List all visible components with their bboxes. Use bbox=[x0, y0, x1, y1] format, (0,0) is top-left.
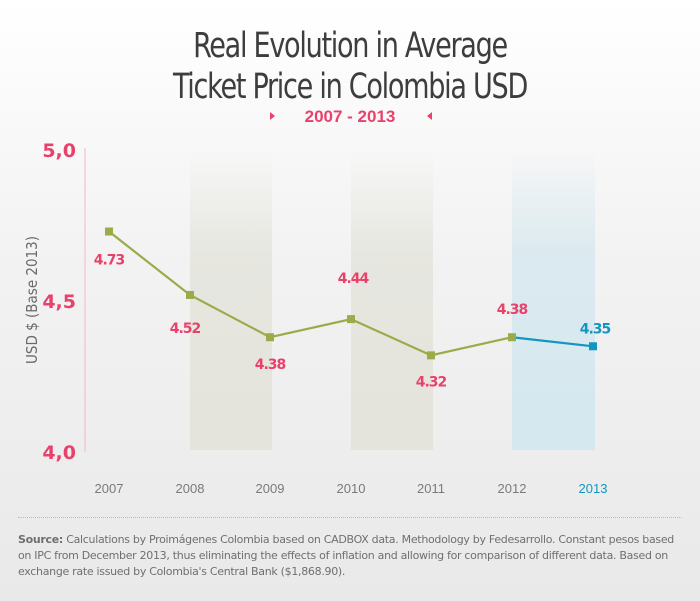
footer-divider bbox=[18, 517, 682, 518]
x-tick-label: 2013 bbox=[579, 481, 608, 496]
data-label: 4.52 bbox=[170, 321, 201, 337]
series-line bbox=[108, 230, 513, 357]
title-line-2: Ticket Price in Colombia USD bbox=[172, 67, 528, 107]
line-chart: USD $ (Base 2013) 4,0 4,5 5,0 4.73 4.52 4.38… bbox=[23, 140, 612, 496]
highlight-line-segment bbox=[511, 336, 594, 348]
x-tick-label: 2008 bbox=[176, 481, 205, 496]
x-tick-label: 2012 bbox=[498, 481, 527, 496]
triangle-right-icon bbox=[270, 112, 275, 120]
data-label: 4.38 bbox=[497, 302, 528, 318]
x-tick-label: 2007 bbox=[95, 481, 124, 496]
data-point bbox=[186, 290, 194, 299]
data-point bbox=[105, 227, 113, 236]
shaded-band bbox=[190, 150, 272, 450]
y-tick-label: 4,0 bbox=[42, 442, 76, 464]
source-text: Calculations by Proimágenes Colombia bas… bbox=[18, 533, 674, 578]
x-tick-label: 2011 bbox=[417, 481, 445, 496]
source-note: Source: Calculations by Proimágenes Colo… bbox=[18, 532, 683, 580]
shaded-band bbox=[512, 150, 595, 450]
x-tick-label: 2010 bbox=[337, 481, 366, 496]
data-label: 4.73 bbox=[94, 253, 125, 269]
y-tick-label: 5,0 bbox=[42, 140, 76, 162]
shaded-band bbox=[351, 150, 433, 450]
chart-title: Real Evolution in Average Ticket Price i… bbox=[49, 26, 651, 108]
y-axis-label: USD $ (Base 2013) bbox=[23, 236, 41, 364]
x-tick-label: 2009 bbox=[256, 481, 285, 496]
y-tick-label: 4,5 bbox=[42, 291, 76, 313]
data-label: 4.32 bbox=[416, 374, 447, 390]
data-label: 4.44 bbox=[338, 271, 370, 287]
data-point bbox=[589, 342, 597, 351]
data-point bbox=[347, 315, 355, 324]
title-line-1: Real Evolution in Average bbox=[193, 26, 508, 66]
data-point bbox=[266, 333, 274, 342]
data-point bbox=[427, 351, 435, 360]
source-label: Source: bbox=[18, 533, 64, 546]
data-label: 4.38 bbox=[255, 357, 286, 373]
data-label: 4.35 bbox=[580, 321, 611, 337]
triangle-left-icon bbox=[427, 112, 432, 120]
period-subtitle: 2007 - 2013 bbox=[304, 107, 396, 126]
data-point bbox=[508, 333, 516, 342]
